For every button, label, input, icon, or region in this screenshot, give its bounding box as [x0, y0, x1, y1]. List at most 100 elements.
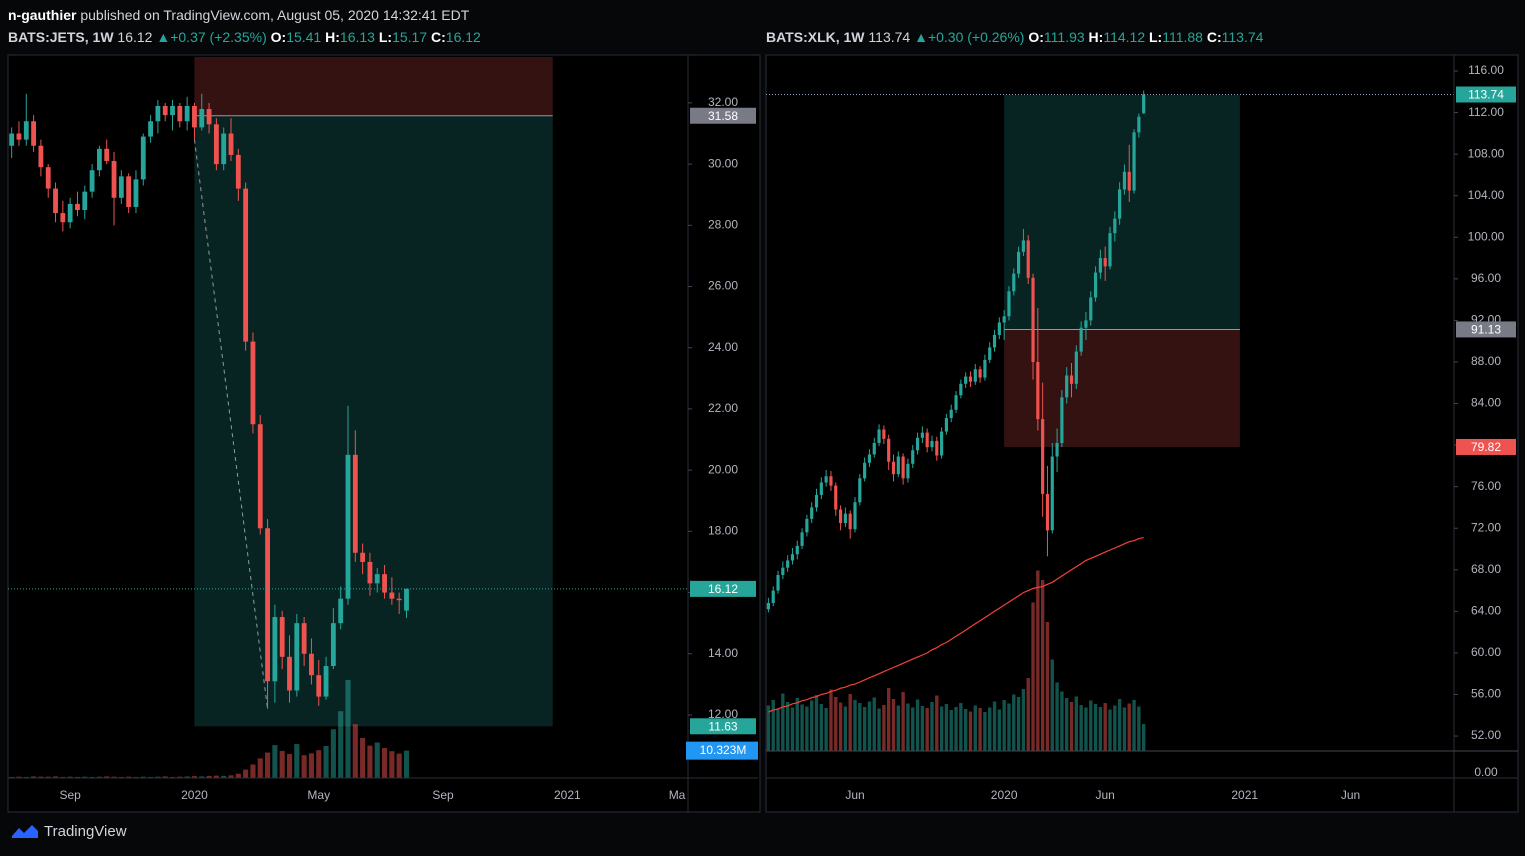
candle-body	[9, 133, 15, 146]
volume-bar	[23, 776, 29, 778]
y-tick-label: 20.00	[708, 462, 738, 476]
symbol: BATS:XLK, 1W	[766, 29, 865, 45]
volume-bar	[834, 697, 838, 751]
volume-bar	[891, 699, 896, 751]
candle-body	[805, 518, 809, 533]
x-tick-label: 2021	[554, 788, 581, 802]
change: +0.37 (+2.35%)	[170, 29, 267, 45]
y-tick-label: 14.00	[708, 646, 738, 660]
publish-line: n-gauthier published on TradingView.com,…	[8, 7, 469, 23]
candle-body	[1074, 351, 1078, 384]
candle-body	[1084, 320, 1088, 328]
volume-bar	[45, 776, 51, 778]
h-label: H:	[1088, 29, 1104, 45]
position-loss	[194, 57, 553, 116]
candle-body	[867, 454, 872, 463]
volume-bar	[920, 706, 925, 751]
candle-body	[915, 437, 920, 451]
candle-body	[800, 532, 804, 546]
candle-body	[1108, 233, 1112, 267]
volume-bar	[843, 706, 848, 751]
candle-body	[978, 369, 982, 378]
volume-bar	[360, 737, 366, 778]
volume-bar	[1108, 709, 1112, 751]
y-tick-label: 22.00	[708, 401, 738, 415]
low: 15.17	[392, 29, 428, 45]
volume-bar	[133, 776, 139, 778]
volume-bar	[1012, 694, 1016, 751]
y-tick-label: 104.00	[1468, 188, 1505, 202]
candle-body	[795, 545, 799, 555]
candle-body	[374, 574, 380, 584]
volume-bar	[221, 775, 227, 778]
candle-body	[786, 560, 790, 568]
candle-body	[1098, 258, 1102, 273]
open: 111.93	[1043, 29, 1085, 45]
volume-bar	[89, 776, 95, 778]
volume-bar	[959, 703, 963, 751]
candle-body	[221, 133, 227, 165]
candle-body	[367, 561, 373, 584]
x-tick-label: 2021	[1231, 788, 1258, 802]
volume-bar	[776, 709, 780, 751]
volume-bar	[925, 708, 929, 751]
candle-body	[170, 105, 175, 116]
volume-bar	[257, 758, 263, 778]
candle-body	[935, 440, 939, 456]
candle-body	[257, 424, 263, 529]
x-tick-label: Jun	[1341, 788, 1360, 802]
volume-bar	[265, 752, 271, 778]
volume-bar	[184, 776, 190, 778]
c-label: C:	[431, 29, 446, 45]
volume-bar	[67, 776, 73, 778]
volume-bar	[155, 776, 161, 778]
candle-body	[360, 552, 366, 562]
volume-bar	[162, 776, 168, 778]
candle-body	[1002, 316, 1006, 323]
candle-body	[1137, 116, 1141, 133]
footer[interactable]: TradingView	[10, 822, 127, 840]
y-tick-label: 108.00	[1468, 146, 1505, 160]
l-label: L:	[378, 29, 393, 45]
candle-body	[834, 485, 838, 510]
candle-body	[1041, 419, 1045, 494]
candle-body	[118, 176, 124, 198]
candle-body	[75, 203, 80, 211]
candle-body	[1079, 327, 1083, 352]
volume-bar	[9, 776, 15, 778]
volume-bar	[887, 688, 891, 751]
candle-body	[824, 476, 828, 483]
pane-left	[7, 54, 761, 813]
volume-bar	[944, 704, 949, 751]
volume-bar	[82, 776, 88, 778]
volume-bar	[911, 707, 915, 751]
candle-body	[53, 188, 58, 214]
volume-bar	[1055, 682, 1059, 751]
candle-body	[1113, 218, 1117, 234]
volume-bar	[997, 709, 1002, 751]
candle-body	[1142, 94, 1146, 114]
volume-bar	[177, 776, 183, 778]
candle-body	[1031, 277, 1035, 362]
candle-body	[228, 133, 234, 155]
volume-bar	[228, 775, 234, 778]
volume-bar	[785, 702, 790, 751]
volume-bar	[814, 695, 819, 751]
volume-bar	[858, 703, 862, 751]
volume-bar	[140, 776, 146, 778]
volume-bar	[781, 693, 785, 751]
last-price-label: 16.12	[708, 582, 738, 596]
volume-bar	[199, 776, 205, 778]
candle-body	[968, 376, 973, 382]
volume-bar	[52, 776, 59, 778]
candle-body	[1045, 493, 1050, 531]
volume-bar	[1002, 700, 1006, 751]
candle-body	[863, 462, 867, 479]
candle-body	[944, 418, 949, 432]
candle-body	[309, 653, 314, 676]
y-tick-label: 72.00	[1471, 520, 1501, 534]
volume-bar	[766, 705, 771, 751]
candle-body	[872, 443, 876, 455]
y-tick-label: 60.00	[1471, 645, 1501, 659]
volume-bar	[206, 775, 212, 778]
